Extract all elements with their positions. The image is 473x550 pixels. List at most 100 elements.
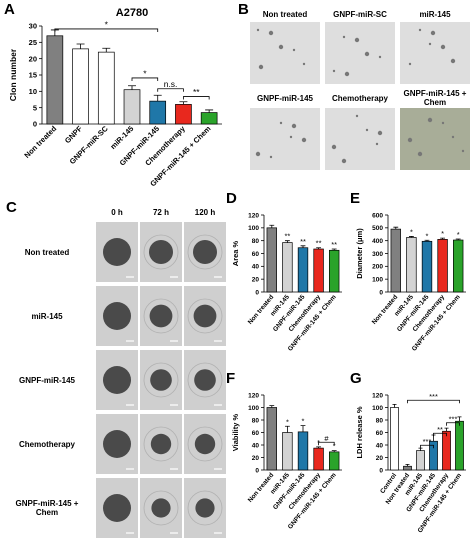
panel-letter: D [226,190,237,207]
error-bar [440,237,446,240]
colony-dot [377,130,383,136]
colony-dot [301,137,307,143]
spheroid [193,240,217,264]
bracket-label: # [324,434,329,443]
colony-dot [354,37,360,43]
spheroid [103,302,131,330]
significance-label: ** [316,239,322,248]
y-tick-label: 100 [372,276,383,283]
colony-dot [365,128,369,132]
significance-label: ** [300,237,306,246]
error-bar [102,47,111,53]
error-bar [331,450,337,452]
x-tick-label: GNPF [63,124,84,145]
colony-dot [427,117,433,123]
row-label: miR-145 [31,311,63,321]
y-tick-label: 0 [33,120,37,129]
colony-dot [418,28,422,32]
error-bar [408,236,414,238]
spheroid [193,304,217,328]
colony-dot [451,135,455,139]
bar [421,240,433,293]
bar [313,248,324,293]
bar [72,48,89,125]
bar [329,249,340,293]
y-tick-label: 80 [252,417,260,424]
colony-dot [302,62,306,66]
y-tick-label: 120 [248,392,259,399]
well-ring [187,234,223,270]
bar [390,407,399,471]
colony-dot [331,144,337,150]
significance-label: * [426,231,429,240]
y-tick-label: 120 [248,212,259,219]
bracket [54,28,159,32]
bracket-label: * [105,19,109,29]
error-bar [405,463,410,467]
y-tick-label: 400 [372,238,383,245]
error-bar [331,248,337,251]
x-tick-label: Non treated [22,124,58,160]
bracket [318,441,335,446]
bracket-label: ** [437,425,443,434]
y-axis-label: Clon number [8,48,18,101]
colony-image [400,22,470,84]
bar [149,100,167,125]
image-label: miR-145 [419,9,451,19]
bar [97,51,115,125]
y-tick-label: 30 [29,22,37,31]
well-ring [143,298,179,334]
colony-dot [291,123,297,129]
bar [455,420,464,471]
image-label: Chemotherapy [331,93,388,103]
bracket-label: n.s. [164,79,178,89]
y-axis-label: Viability % [231,413,240,451]
row-label: Non treated [24,247,70,257]
colony-dot [278,44,284,50]
bracket [420,444,434,449]
bracket-label: *** [429,392,438,401]
y-tick-label: 20 [252,276,260,283]
colony-dot [332,69,336,73]
error-bar [179,101,188,105]
significance-label: * [302,417,305,426]
colony-image [325,108,395,170]
row-label: GNPF-miR-145 + Chem [15,499,79,517]
significance-label: * [457,230,460,239]
well-ring [187,426,223,462]
colony-dot [440,44,446,50]
y-axis-label: LDH release % [355,406,364,458]
y-tick-label: 60 [252,430,260,437]
colony-dot [256,28,260,32]
colony-dot [428,42,432,46]
well-ring [187,298,223,334]
colony-dot [268,30,274,36]
error-bar [76,43,85,49]
y-tick-label: 40 [252,442,260,449]
bracket [157,88,184,92]
error-bar [300,425,306,432]
colony-dot [378,55,382,59]
spheroid [194,433,216,455]
well-ring [143,362,179,398]
well-ring [143,426,179,462]
error-bar [316,247,322,250]
colony-dot [441,121,445,125]
bar [453,239,464,293]
bar [406,237,417,293]
error-bar [424,239,430,242]
spheroid [149,304,173,328]
colony-dot [430,30,436,36]
bar [313,447,324,471]
bracket [131,77,159,81]
significance-label: ** [331,240,337,249]
colony-image [325,22,395,84]
well-ring [187,362,223,398]
spheroid [103,494,131,522]
colony-dot [364,51,370,57]
panel-letter: F [226,370,235,387]
bar [329,451,340,471]
spheroid [103,430,131,458]
well-ring [187,490,223,526]
